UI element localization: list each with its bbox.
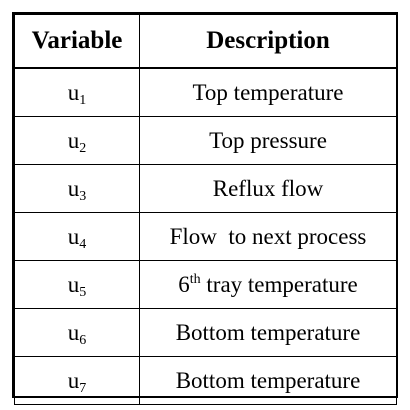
table-row: u1 Top temperature <box>14 67 397 117</box>
variable-symbol: u <box>67 127 80 153</box>
variable-cell: u6 <box>14 308 140 357</box>
table-row: u5 6th tray temperature <box>14 260 397 309</box>
variable-symbol: u <box>67 319 80 345</box>
variable-table-frame: Variable Description u1 Top temperature … <box>12 12 398 405</box>
description-text: tray temperature <box>200 271 358 297</box>
table-row: u2 Top pressure <box>14 116 397 165</box>
description-cell: Top temperature <box>139 67 397 117</box>
variable-subscript: 5 <box>79 284 87 300</box>
variable-cell: u5 <box>14 260 140 309</box>
variable-symbol: u <box>67 223 80 249</box>
variable-subscript: 4 <box>79 236 87 252</box>
description-cell: Bottom temperature <box>139 308 397 357</box>
variable-symbol: u <box>67 271 80 297</box>
description-cell: Flow to next process <box>139 212 397 261</box>
table-row: u6 Bottom temperature <box>14 308 397 357</box>
header-description: Description <box>139 14 397 69</box>
variable-subscript: 3 <box>79 188 87 204</box>
variable-cell: u2 <box>14 116 140 165</box>
variable-subscript: 1 <box>79 92 87 108</box>
variable-description-table: Variable Description u1 Top temperature … <box>14 14 397 405</box>
variable-subscript: 6 <box>79 332 87 348</box>
table-row: u4 Flow to next process <box>14 212 397 261</box>
variable-symbol: u <box>67 175 80 201</box>
header-variable: Variable <box>14 14 140 69</box>
description-cell: 6th tray temperature <box>139 260 397 309</box>
table-row: u7 Bottom temperature <box>14 356 397 405</box>
variable-symbol: u <box>67 79 80 105</box>
description-superscript: th <box>189 271 201 287</box>
variable-subscript: 2 <box>79 140 87 156</box>
variable-cell: u7 <box>14 356 140 405</box>
description-cell: Top pressure <box>139 116 397 165</box>
variable-cell: u4 <box>14 212 140 261</box>
variable-cell: u1 <box>14 67 140 117</box>
table-row: u3 Reflux flow <box>14 164 397 213</box>
description-ordinal: 6 <box>178 271 190 297</box>
variable-symbol: u <box>67 367 80 393</box>
description-cell: Reflux flow <box>139 164 397 213</box>
variable-subscript: 7 <box>79 380 87 396</box>
variable-cell: u3 <box>14 164 140 213</box>
table-header-row: Variable Description <box>14 14 397 69</box>
description-cell: Bottom temperature <box>139 356 397 405</box>
